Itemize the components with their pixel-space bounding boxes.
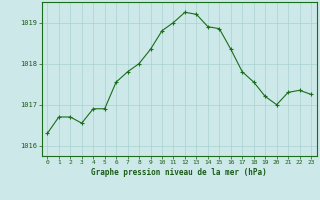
X-axis label: Graphe pression niveau de la mer (hPa): Graphe pression niveau de la mer (hPa)	[91, 168, 267, 177]
